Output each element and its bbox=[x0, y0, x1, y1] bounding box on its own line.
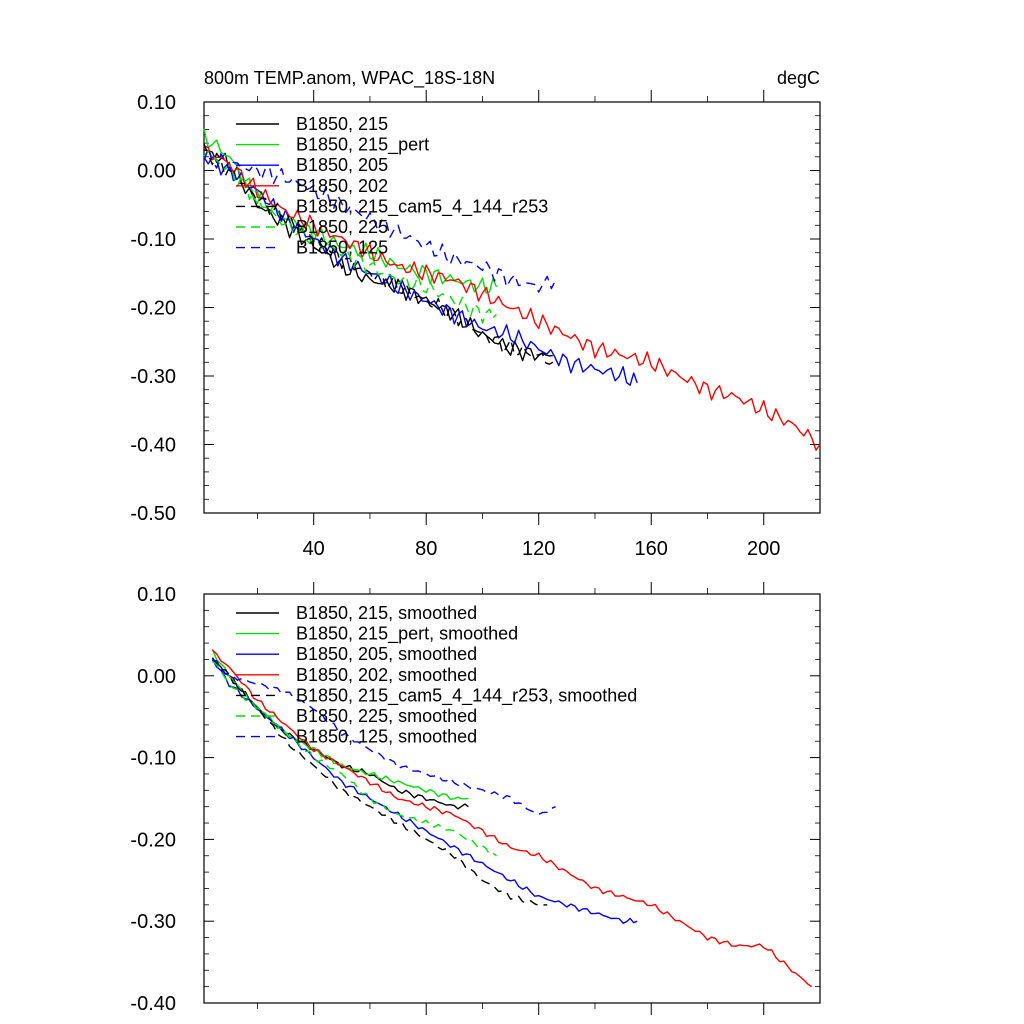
y-tick-label: -0.20 bbox=[130, 829, 176, 851]
x-tick-label: 40 bbox=[303, 538, 325, 560]
legend-label: B1850, 225 bbox=[296, 217, 388, 237]
legend-label: B1850, 125 bbox=[296, 238, 388, 258]
legend-label: B1850, 202 bbox=[296, 176, 388, 196]
y-tick-label: -0.10 bbox=[130, 748, 176, 770]
x-tick-label: 200 bbox=[747, 538, 780, 560]
legend-label: B1850, 215_cam5_4_144_r253, smoothed bbox=[296, 685, 637, 706]
legend-label: B1850, 215_cam5_4_144_r253 bbox=[296, 196, 548, 217]
y-tick-label: -0.50 bbox=[130, 503, 176, 525]
plot-title-right: degC bbox=[777, 68, 820, 88]
y-tick-label: 0.10 bbox=[137, 92, 176, 114]
series-line bbox=[203, 149, 553, 362]
plot-frame bbox=[203, 593, 821, 1004]
legend-label: B1850, 225, smoothed bbox=[296, 706, 477, 726]
legend-label: B1850, 215 bbox=[296, 114, 388, 134]
series-line bbox=[212, 659, 556, 816]
legend-label: B1850, 215_pert, smoothed bbox=[296, 624, 518, 645]
y-tick-label: -0.10 bbox=[130, 229, 176, 251]
series-line bbox=[211, 657, 548, 907]
legend-label: B1850, 215_pert bbox=[296, 135, 429, 156]
series-line bbox=[203, 148, 557, 293]
y-tick-label: 0.00 bbox=[137, 161, 176, 183]
y-tick-label: -0.40 bbox=[130, 435, 176, 457]
series-line bbox=[203, 156, 638, 386]
panel-raw: 0.10 0.00 -0.10 -0.20 -0.30 -0.40 -0.50 40 80 120… bbox=[130, 90, 821, 560]
series-line bbox=[203, 145, 821, 451]
y-tick-label: -0.30 bbox=[130, 911, 176, 933]
series-line bbox=[211, 649, 812, 988]
y-tick-label: -0.30 bbox=[130, 366, 176, 388]
x-tick-label: 160 bbox=[635, 538, 668, 560]
y-tick-label: 0.10 bbox=[137, 584, 176, 606]
y-tick-label: -0.40 bbox=[130, 993, 176, 1015]
legend-label: B1850, 202, smoothed bbox=[296, 665, 477, 685]
legend-label: B1850, 205 bbox=[296, 155, 388, 175]
y-tick-label: -0.20 bbox=[130, 298, 176, 320]
series-line bbox=[211, 660, 497, 857]
legend-label: B1850, 205, smoothed bbox=[296, 644, 477, 664]
plot-title-left: 800m TEMP.anom, WPAC_18S-18N bbox=[204, 68, 495, 89]
x-tick-label: 120 bbox=[522, 538, 555, 560]
legend-label: B1850, 215, smoothed bbox=[296, 603, 477, 623]
y-tick-label: 0.00 bbox=[137, 666, 176, 688]
legend-label: B1850, 125, smoothed bbox=[296, 727, 477, 747]
x-tick-label: 80 bbox=[415, 538, 437, 560]
panel-smoothed: 0.10 0.00 -0.10 -0.20 -0.30 -0.40 B1850, 215, … bbox=[130, 582, 821, 1015]
